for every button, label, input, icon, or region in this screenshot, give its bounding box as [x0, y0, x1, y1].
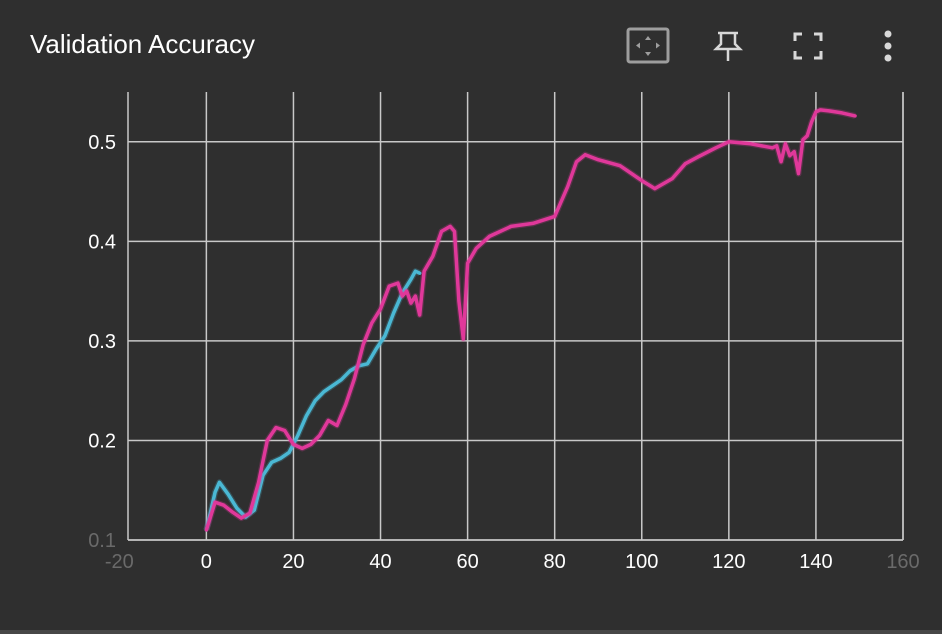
fit-domain-icon: [626, 27, 670, 64]
chart-title: Validation Accuracy: [30, 29, 255, 59]
series-2-raw-trace: [203, 106, 856, 531]
pin-icon: [712, 31, 744, 61]
x-tick-label: 100: [625, 551, 658, 573]
x-tick-label: 20: [282, 551, 304, 573]
fullscreen-icon: [793, 32, 823, 60]
more-vert-icon: [884, 30, 892, 62]
fullscreen-button[interactable]: [786, 26, 830, 66]
series-2-line[interactable]: [204, 108, 857, 532]
pin-button[interactable]: [706, 26, 750, 66]
x-tick-label: 120: [712, 551, 745, 573]
more-options-button[interactable]: [866, 26, 910, 66]
series-group: [203, 106, 857, 532]
x-tick-label: 0: [201, 551, 212, 573]
series-1-raw-trace: [203, 268, 421, 531]
x-tick-label: 140: [799, 551, 832, 573]
x-tick-label: 160: [886, 551, 919, 573]
y-tick-label: 0.1: [88, 530, 116, 552]
x-tick-label: -20: [105, 551, 134, 573]
series-1-line[interactable]: [204, 269, 422, 532]
y-tick-label: 0.4: [88, 231, 116, 253]
y-tick-label: 0.5: [88, 132, 116, 154]
x-tick-label: 60: [456, 551, 478, 573]
x-tick-label: 40: [369, 551, 391, 573]
y-tick-label: 0.2: [88, 430, 116, 452]
fit-domain-button[interactable]: [626, 26, 670, 66]
x-tick-label: 80: [544, 551, 566, 573]
y-tick-label: 0.3: [88, 331, 116, 353]
